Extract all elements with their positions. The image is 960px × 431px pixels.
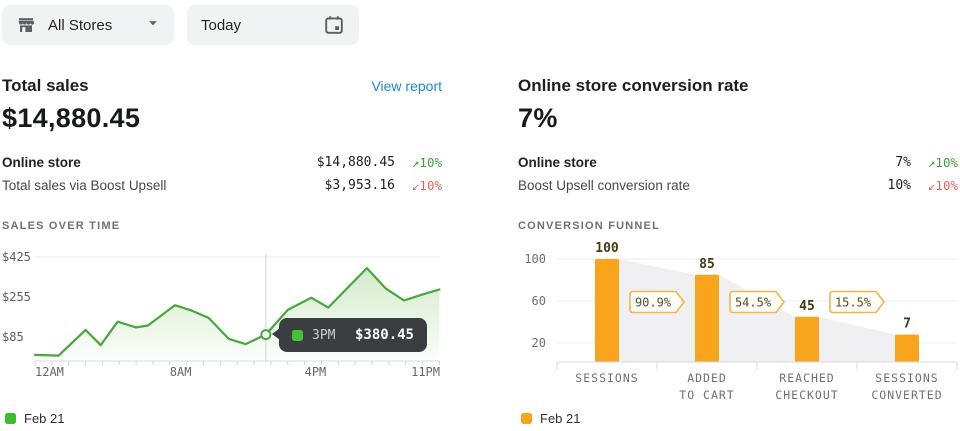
sales-line-chart[interactable]: $425 $255 $85 12AM 8AM 4PM 11PM bbox=[2, 242, 442, 390]
trend-up-arrow-icon: ↗ bbox=[411, 155, 420, 170]
conversion-badge bbox=[829, 290, 886, 314]
metric-row-boost-upsell-rate: Boost Upsell conversion rate 10% ↙10% bbox=[518, 174, 958, 197]
store-icon bbox=[16, 15, 36, 35]
sales-chart-legend: Feb 21 bbox=[5, 411, 64, 426]
bar-value-label: 7 bbox=[903, 317, 911, 332]
metric-label: Online store bbox=[2, 155, 81, 170]
tooltip-caret bbox=[272, 328, 280, 340]
x-tick-label: 12AM bbox=[35, 365, 64, 379]
funnel-bar bbox=[595, 259, 619, 362]
total-sales-title: Total sales bbox=[2, 76, 89, 95]
category-label: REACHED bbox=[779, 371, 834, 385]
hover-point-marker bbox=[260, 329, 272, 341]
x-tick-label: 8AM bbox=[170, 365, 192, 379]
date-filter-label: Today bbox=[201, 16, 242, 34]
view-report-link[interactable]: View report bbox=[371, 78, 442, 94]
trend-down-arrow-icon: ↙ bbox=[411, 178, 420, 193]
conversion-rate-title: Online store conversion rate bbox=[518, 76, 749, 95]
metric-row-online-store-rate: Online store 7% ↗10% bbox=[518, 151, 958, 174]
trend-down-indicator: ↙10% bbox=[911, 178, 958, 193]
legend-label: Feb 21 bbox=[540, 411, 581, 426]
category-label: CHECKOUT bbox=[775, 388, 838, 402]
metric-label: Total sales via Boost Upsell bbox=[2, 178, 167, 193]
x-tick-label: 11PM bbox=[411, 365, 440, 379]
x-tick-label: 4PM bbox=[305, 365, 327, 379]
metric-value: 10% bbox=[887, 178, 911, 193]
trend-percent: 10% bbox=[419, 155, 442, 170]
date-filter-button[interactable]: Today bbox=[187, 5, 359, 45]
category-label: SESSIONS bbox=[575, 371, 638, 385]
trend-up-arrow-icon: ↗ bbox=[927, 155, 936, 170]
conversion-rate-panel: Online store conversion rate 7% Online s… bbox=[518, 0, 958, 431]
funnel-bar bbox=[795, 316, 819, 362]
conversion-breakdown: Online store 7% ↗10% Boost Upsell conver… bbox=[518, 151, 958, 197]
sales-line bbox=[33, 267, 441, 357]
tooltip-time: 3PM bbox=[312, 327, 336, 343]
legend-swatch-green bbox=[5, 413, 16, 424]
metric-row-boost-upsell-sales: Total sales via Boost Upsell $3,953.16 ↙… bbox=[2, 174, 442, 197]
total-sales-panel: Total sales View report $14,880.45 Onlin… bbox=[2, 0, 442, 431]
bar-value-label: 100 bbox=[595, 241, 619, 256]
conversion-funnel-chart[interactable]: 100 60 20 100 85 45 7 90.9% 54.5% 15.5% SESSIONS AD… bbox=[518, 236, 958, 406]
chart-tooltip: 3PM $380.45 bbox=[272, 318, 427, 352]
metric-row-online-store-sales: Online store $14,880.45 ↗10% bbox=[2, 151, 442, 174]
trend-percent: 10% bbox=[935, 178, 958, 193]
conversion-badge-label: 90.9% bbox=[635, 296, 672, 310]
conversion-badge bbox=[729, 290, 786, 314]
y-tick-label: $425 bbox=[2, 250, 31, 264]
conversion-badge-label: 54.5% bbox=[735, 296, 772, 310]
legend-swatch-orange bbox=[521, 413, 532, 424]
funnel-bar bbox=[695, 274, 719, 362]
y-tick-label: 60 bbox=[532, 294, 546, 308]
category-label: TO CART bbox=[679, 388, 734, 402]
category-label: ADDED bbox=[687, 371, 727, 385]
conversion-badge-label: 15.5% bbox=[835, 296, 872, 310]
trend-percent: 10% bbox=[935, 155, 958, 170]
chevron-down-icon bbox=[146, 16, 160, 34]
trend-down-indicator: ↙10% bbox=[395, 178, 442, 193]
trend-up-indicator: ↗10% bbox=[395, 155, 442, 170]
metric-value: $14,880.45 bbox=[316, 155, 395, 170]
metric-value: 7% bbox=[895, 155, 911, 170]
funnel-bar bbox=[895, 334, 919, 362]
category-label: CONVERTED bbox=[871, 388, 942, 402]
metric-label: Online store bbox=[518, 155, 597, 170]
calendar-icon bbox=[323, 14, 345, 36]
y-tick-label: 20 bbox=[532, 336, 546, 350]
y-tick-label: 100 bbox=[524, 252, 546, 266]
trend-percent: 10% bbox=[419, 178, 442, 193]
category-label: SESSIONS bbox=[875, 371, 938, 385]
y-tick-label: $85 bbox=[2, 330, 24, 344]
bar-value-label: 85 bbox=[699, 257, 715, 272]
bar-value-label: 45 bbox=[799, 299, 815, 314]
store-filter-label: All Stores bbox=[48, 16, 113, 34]
y-tick-label: $255 bbox=[2, 290, 31, 304]
legend-label: Feb 21 bbox=[24, 411, 65, 426]
conversion-funnel-heading: CONVERSION FUNNEL bbox=[518, 220, 661, 232]
store-filter-button[interactable]: All Stores bbox=[2, 5, 174, 45]
total-sales-value: $14,880.45 bbox=[2, 103, 141, 133]
funnel-chart-legend: Feb 21 bbox=[521, 411, 580, 426]
tooltip-series-swatch bbox=[292, 329, 303, 341]
total-sales-breakdown: Online store $14,880.45 ↗10% Total sales… bbox=[2, 151, 442, 197]
conversion-rate-value: 7% bbox=[518, 103, 558, 133]
metric-label: Boost Upsell conversion rate bbox=[518, 178, 690, 193]
conversion-badge bbox=[629, 290, 686, 314]
tooltip-value: $380.45 bbox=[354, 327, 414, 343]
metric-value: $3,953.16 bbox=[324, 178, 395, 193]
trend-up-indicator: ↗10% bbox=[911, 155, 958, 170]
trend-down-arrow-icon: ↙ bbox=[927, 178, 936, 193]
sales-over-time-heading: SALES OVER TIME bbox=[2, 220, 121, 232]
